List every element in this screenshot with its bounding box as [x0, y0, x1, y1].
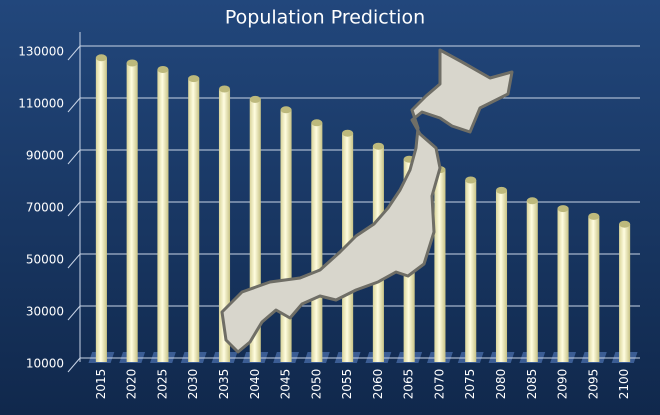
x-tick-label: 2050: [309, 369, 323, 400]
x-tick-label: 2075: [463, 369, 477, 400]
grid-line-slant: [67, 149, 81, 165]
x-tick-label: 2100: [617, 369, 631, 400]
x-tick-label: 2085: [525, 369, 539, 400]
bar-cap: [249, 95, 261, 103]
x-tick-label: 2015: [94, 369, 108, 400]
x-tick-label: 2080: [494, 369, 508, 400]
grid-line-slant: [67, 305, 81, 321]
y-tick-label: 130000: [18, 45, 64, 59]
bar-cap: [157, 66, 169, 73]
bar: [280, 109, 292, 362]
bar-cap: [372, 142, 384, 150]
x-tick-label: 2040: [248, 369, 262, 400]
y-tick-label: 50000: [26, 253, 64, 267]
y-tick-label: 110000: [18, 97, 64, 111]
bar: [465, 180, 477, 362]
x-tick-label: 2090: [556, 369, 570, 400]
bar-cap: [311, 119, 323, 127]
bar: [95, 57, 107, 363]
bar: [188, 78, 200, 362]
x-tick-label: 2030: [186, 369, 200, 400]
bar: [249, 99, 261, 363]
y-tick-label: 70000: [26, 201, 64, 215]
x-axis: 2015 2020 2025 2030 2035 2040 2045 2050 2055 2060…: [94, 369, 631, 400]
x-tick-label: 2065: [402, 369, 416, 400]
bar-cap: [95, 54, 107, 62]
bar-cap: [342, 129, 354, 137]
x-tick-label: 2095: [586, 369, 600, 400]
x-tick-label: 2020: [125, 369, 139, 400]
x-tick-label: 2035: [217, 369, 231, 400]
bar: [495, 190, 508, 362]
bar-cap: [495, 186, 508, 194]
grid-line-slant: [67, 253, 81, 269]
bar: [126, 63, 138, 362]
grid: 10000 30000 50000 70000 90000 110000 130000: [18, 32, 640, 373]
bar-cap: [188, 75, 200, 83]
bar: [588, 216, 600, 362]
bar-cap: [619, 220, 631, 228]
x-tick-label: 2025: [155, 369, 169, 400]
y-tick-label: 90000: [26, 149, 64, 163]
x-tick-label: 2055: [340, 369, 354, 400]
grid-line-slant: [67, 45, 81, 61]
bar-cap: [465, 176, 477, 184]
bar-cap: [526, 197, 538, 205]
bar-cap: [557, 205, 569, 213]
x-tick-label: 2070: [432, 369, 446, 400]
bar: [526, 200, 538, 362]
bar: [557, 208, 569, 362]
grid-line-slant: [67, 201, 81, 217]
map-decoration: [220, 48, 514, 354]
y-tick-label: 30000: [26, 305, 64, 319]
bar-cap: [218, 85, 231, 93]
bar: [619, 224, 631, 362]
grid-line-slant: [67, 97, 81, 113]
bar-cap: [588, 212, 600, 220]
y-tick-label: 10000: [26, 357, 64, 371]
chart-title: Population Prediction: [225, 7, 425, 29]
bar-cap: [280, 106, 292, 114]
floor: [88, 352, 638, 363]
bar-cap: [126, 59, 138, 67]
grid-line-slant: [67, 357, 81, 373]
x-tick-label: 2060: [371, 369, 385, 400]
x-tick-label: 2045: [279, 369, 293, 400]
bar: [218, 89, 231, 362]
bar: [434, 169, 446, 362]
bar: [311, 122, 323, 362]
bar: [157, 69, 169, 362]
